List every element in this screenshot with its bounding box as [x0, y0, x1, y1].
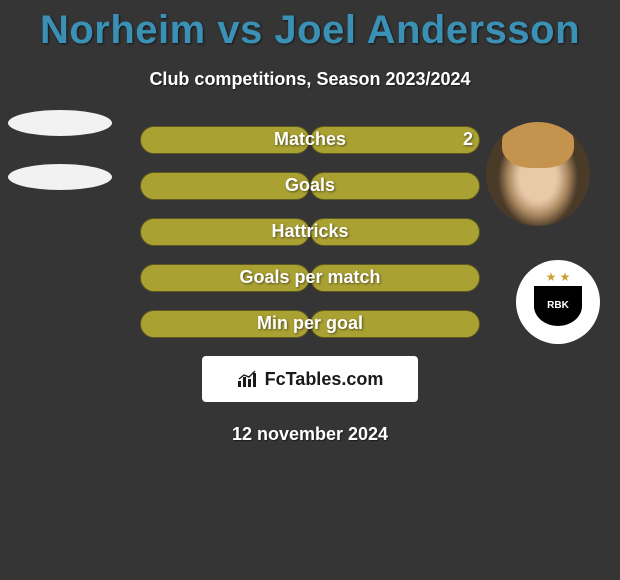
- bar-left: [140, 218, 310, 246]
- date-text: 12 november 2024: [0, 424, 620, 445]
- brand-logo: FcTables.com: [202, 356, 418, 402]
- bar-right: [310, 264, 480, 292]
- brand-text: FcTables.com: [265, 369, 384, 390]
- page-title: Norheim vs Joel Andersson: [0, 0, 620, 53]
- bar-right: [310, 218, 480, 246]
- stat-row: Goals per match: [0, 264, 620, 292]
- subtitle: Club competitions, Season 2023/2024: [0, 69, 620, 90]
- bar-right: [310, 172, 480, 200]
- chart-icon: [237, 370, 259, 388]
- stat-row: Goals: [0, 172, 620, 200]
- bar-left: [140, 264, 310, 292]
- bar-right: [310, 310, 480, 338]
- stat-value-right: 2: [463, 129, 473, 150]
- stat-row: Min per goal: [0, 310, 620, 338]
- bar-left: [140, 172, 310, 200]
- bar-right: [310, 126, 480, 154]
- stat-row: Hattricks: [0, 218, 620, 246]
- bar-left: [140, 310, 310, 338]
- bar-left: [140, 126, 310, 154]
- stat-row: Matches2: [0, 126, 620, 154]
- stats-area: Matches2 Goals Hattricks Goals per match Min…: [0, 126, 620, 338]
